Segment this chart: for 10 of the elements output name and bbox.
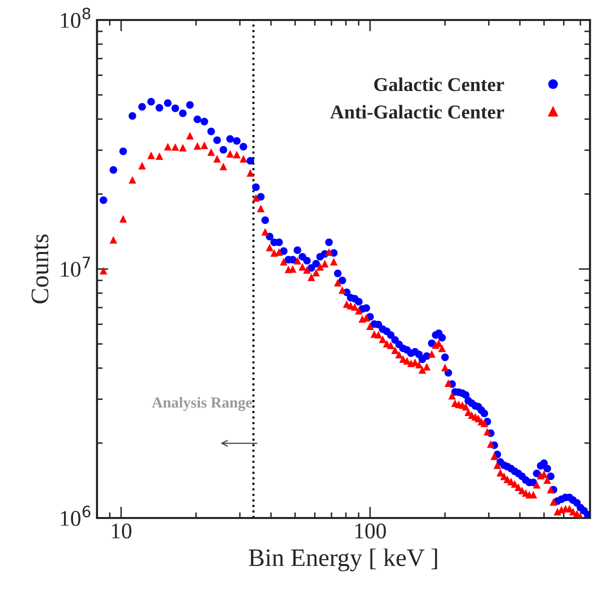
- x-axis-title: Bin Energy [ keV ]: [248, 548, 438, 572]
- y-tick-label: 10$^{7}$: [60, 256, 90, 277]
- legend-label: Galactic Center: [374, 77, 504, 92]
- y-tick-label: 10$^{6}$: [60, 506, 90, 526]
- y-tick-label: 10$^{8}$: [60, 8, 90, 28]
- y-axis-title: Counts: [32, 234, 48, 304]
- x-tick-label: 100: [355, 524, 386, 538]
- annotation: Analysis Range: [152, 396, 252, 411]
- x-tick-label: 10: [112, 524, 132, 538]
- legend-label: Anti-Galactic Center: [330, 104, 504, 119]
